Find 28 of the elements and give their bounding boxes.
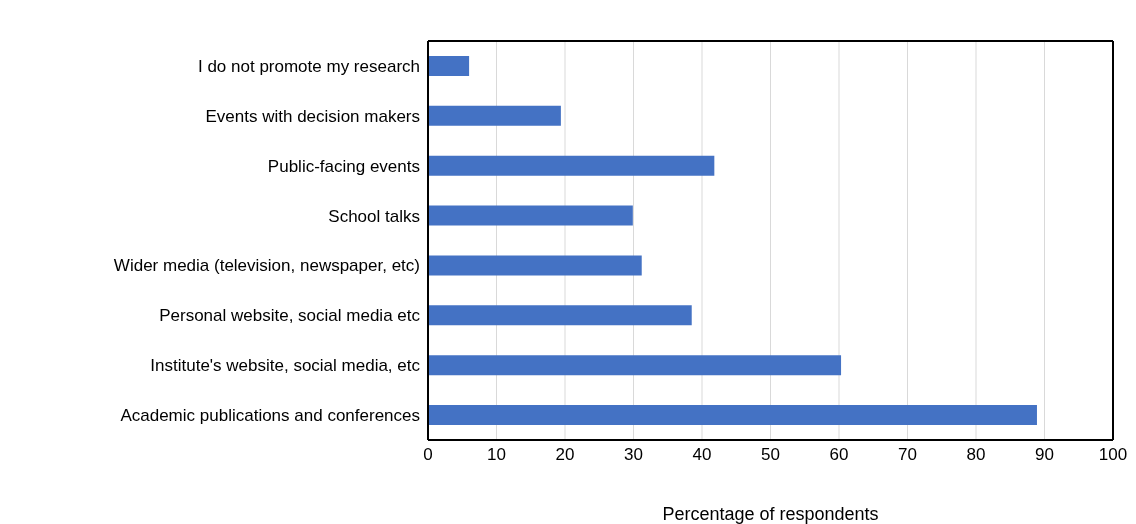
x-tick-label: 60: [829, 445, 849, 465]
bar: [428, 305, 692, 326]
x-axis-title: Percentage of respondents: [662, 504, 879, 524]
x-tick-label: 40: [692, 445, 712, 465]
bar: [428, 255, 642, 276]
x-tick-label: 50: [761, 445, 780, 465]
y-tick-label: Public-facing events: [267, 156, 420, 176]
x-tick-label: 90: [1035, 445, 1054, 465]
x-tick-label: 70: [898, 445, 917, 465]
x-tick-label: 30: [624, 445, 643, 465]
y-tick-label: Academic publications and conferences: [120, 406, 420, 426]
x-tick-label: 80: [966, 445, 986, 465]
x-tick-label: 10: [487, 445, 506, 465]
bar: [428, 205, 633, 226]
x-tick-label: 100: [1098, 445, 1128, 465]
x-tick-label: 0: [423, 445, 433, 465]
bar: [428, 105, 561, 126]
bar: [428, 155, 715, 176]
bar: [428, 405, 1037, 426]
x-tick-label: 20: [555, 445, 575, 465]
y-tick-label: School talks: [328, 206, 420, 226]
y-tick-label: Institute's website, social media, etc: [150, 356, 421, 376]
bar: [428, 55, 470, 76]
bar: [428, 355, 842, 376]
y-tick-label: I do not promote my research: [197, 56, 420, 76]
y-tick-label: Personal website, social media etc: [159, 306, 421, 326]
y-tick-label: Wider media (television, newspaper, etc): [113, 256, 420, 276]
y-tick-label: Events with decision makers: [205, 106, 420, 126]
